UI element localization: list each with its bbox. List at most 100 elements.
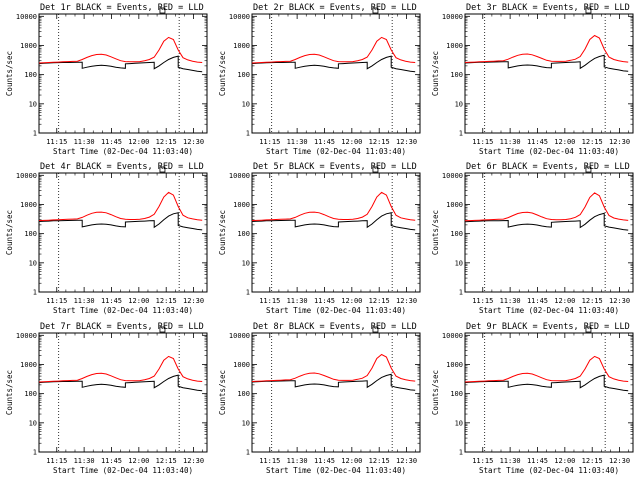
y-tick-label: 1000 [446,42,463,50]
x-tick-label: 12:15 [156,297,177,305]
x-tick-label: 11:15 [472,297,493,305]
lld-series-line [464,355,629,383]
x-tick-label: 11:30 [74,297,95,305]
y-tick-label: 1 [246,130,250,138]
x-tick-label: 11:45 [527,457,548,465]
events-series-line [38,374,203,392]
lld-series-line [38,355,203,383]
x-tick-label: 12:15 [582,138,603,146]
top-marker-box [159,326,166,333]
x-axis-label: Start Time (02-Dec-04 11:03:40) [479,306,619,315]
plot-frame [464,332,634,453]
panel-title: Det 3r BLACK = Events, RED = LLD [466,3,630,13]
detector-panel-2: Det 2r BLACK = Events, RED = LLD 1 10 100 10… [218,3,421,156]
top-marker-box [372,166,379,173]
top-marker-box [585,7,592,14]
y-axis-label: Counts/sec [431,370,440,415]
panel-title: Det 8r BLACK = Events, RED = LLD [253,322,417,332]
y-axis-label: Counts/sec [5,51,14,96]
y-tick-label: 1 [33,449,37,457]
x-axis-label: Start Time (02-Dec-04 11:03:40) [266,306,406,315]
x-tick-label: 12:30 [396,457,417,465]
y-tick-label: 1 [33,130,37,138]
panel-title: Det 7r BLACK = Events, RED = LLD [40,322,204,332]
top-marker-box [159,7,166,14]
y-tick-label: 10 [242,259,250,267]
x-tick-label: 11:15 [259,297,280,305]
y-tick-label: 10000 [16,332,37,340]
y-tick-label: 1 [246,449,250,457]
x-tick-label: 12:15 [582,297,603,305]
y-tick-label: 1000 [20,201,37,209]
x-tick-label: 12:30 [396,297,417,305]
y-tick-label: 10000 [16,13,37,21]
events-series-line [251,212,416,231]
top-marker-box [585,326,592,333]
y-tick-label: 100 [24,390,37,398]
x-tick-label: 12:30 [609,297,630,305]
x-tick-label: 12:15 [369,297,390,305]
y-tick-label: 10 [29,419,37,427]
x-tick-label: 11:15 [259,457,280,465]
x-tick-label: 11:45 [314,457,335,465]
y-tick-label: 1000 [20,42,37,50]
y-axis-label: Counts/sec [431,210,440,255]
x-tick-label: 12:30 [609,138,630,146]
lld-series-line [464,192,629,222]
y-tick-label: 10 [29,100,37,108]
plot-frame [251,172,421,293]
lld-series-line [464,34,629,63]
x-tick-label: 11:15 [46,457,67,465]
y-tick-label: 1000 [233,201,250,209]
x-tick-label: 11:15 [259,138,280,146]
x-tick-label: 12:15 [582,457,603,465]
lld-series-line [251,191,416,222]
x-tick-label: 12:00 [128,457,149,465]
detector-panel-4: Det 4r BLACK = Events, RED = LLD 1 10 100 10… [5,162,208,315]
events-series-line [464,54,629,72]
y-tick-label: 1000 [233,361,250,369]
panel-title: Det 9r BLACK = Events, RED = LLD [466,322,630,332]
y-tick-label: 1000 [446,361,463,369]
detector-panel-9: Det 9r BLACK = Events, RED = LLD 1 10 100 10… [431,322,634,475]
x-axis-label: Start Time (02-Dec-04 11:03:40) [479,466,619,475]
x-tick-label: 12:00 [554,138,575,146]
y-tick-label: 10000 [229,172,250,180]
x-axis-label: Start Time (02-Dec-04 11:03:40) [53,147,193,156]
plot-frame [251,332,421,453]
lld-series-line [38,191,203,222]
y-tick-label: 100 [237,230,250,238]
x-tick-label: 11:30 [287,457,308,465]
x-tick-label: 12:30 [396,138,417,146]
plot-frame [464,172,634,293]
events-series-line [464,374,629,392]
x-tick-label: 11:45 [101,138,122,146]
x-tick-label: 12:30 [183,138,204,146]
plot-frame [251,13,421,134]
x-axis-label: Start Time (02-Dec-04 11:03:40) [266,466,406,475]
y-axis-label: Counts/sec [218,210,227,255]
y-tick-label: 10 [242,419,250,427]
panel-title: Det 4r BLACK = Events, RED = LLD [40,162,204,172]
x-tick-label: 11:30 [74,138,95,146]
y-tick-label: 10 [242,100,250,108]
y-tick-label: 100 [24,71,37,79]
x-axis-label: Start Time (02-Dec-04 11:03:40) [53,306,193,315]
x-tick-label: 11:45 [527,138,548,146]
lld-series-line [251,353,416,382]
plot-frame [38,332,208,453]
x-axis-label: Start Time (02-Dec-04 11:03:40) [479,147,619,156]
y-tick-label: 1 [33,289,37,297]
panel-title: Det 1r BLACK = Events, RED = LLD [40,3,204,13]
x-tick-label: 11:15 [472,138,493,146]
events-series-line [464,212,629,231]
y-axis-label: Counts/sec [218,51,227,96]
x-tick-label: 12:00 [341,457,362,465]
plot-frame [464,13,634,134]
y-axis-label: Counts/sec [5,370,14,415]
detector-panel-7: Det 7r BLACK = Events, RED = LLD 1 10 100 10… [5,322,208,475]
detector-panel-8: Det 8r BLACK = Events, RED = LLD 1 10 100 10… [218,322,421,475]
y-axis-label: Counts/sec [218,370,227,415]
lld-series-line [38,36,203,64]
